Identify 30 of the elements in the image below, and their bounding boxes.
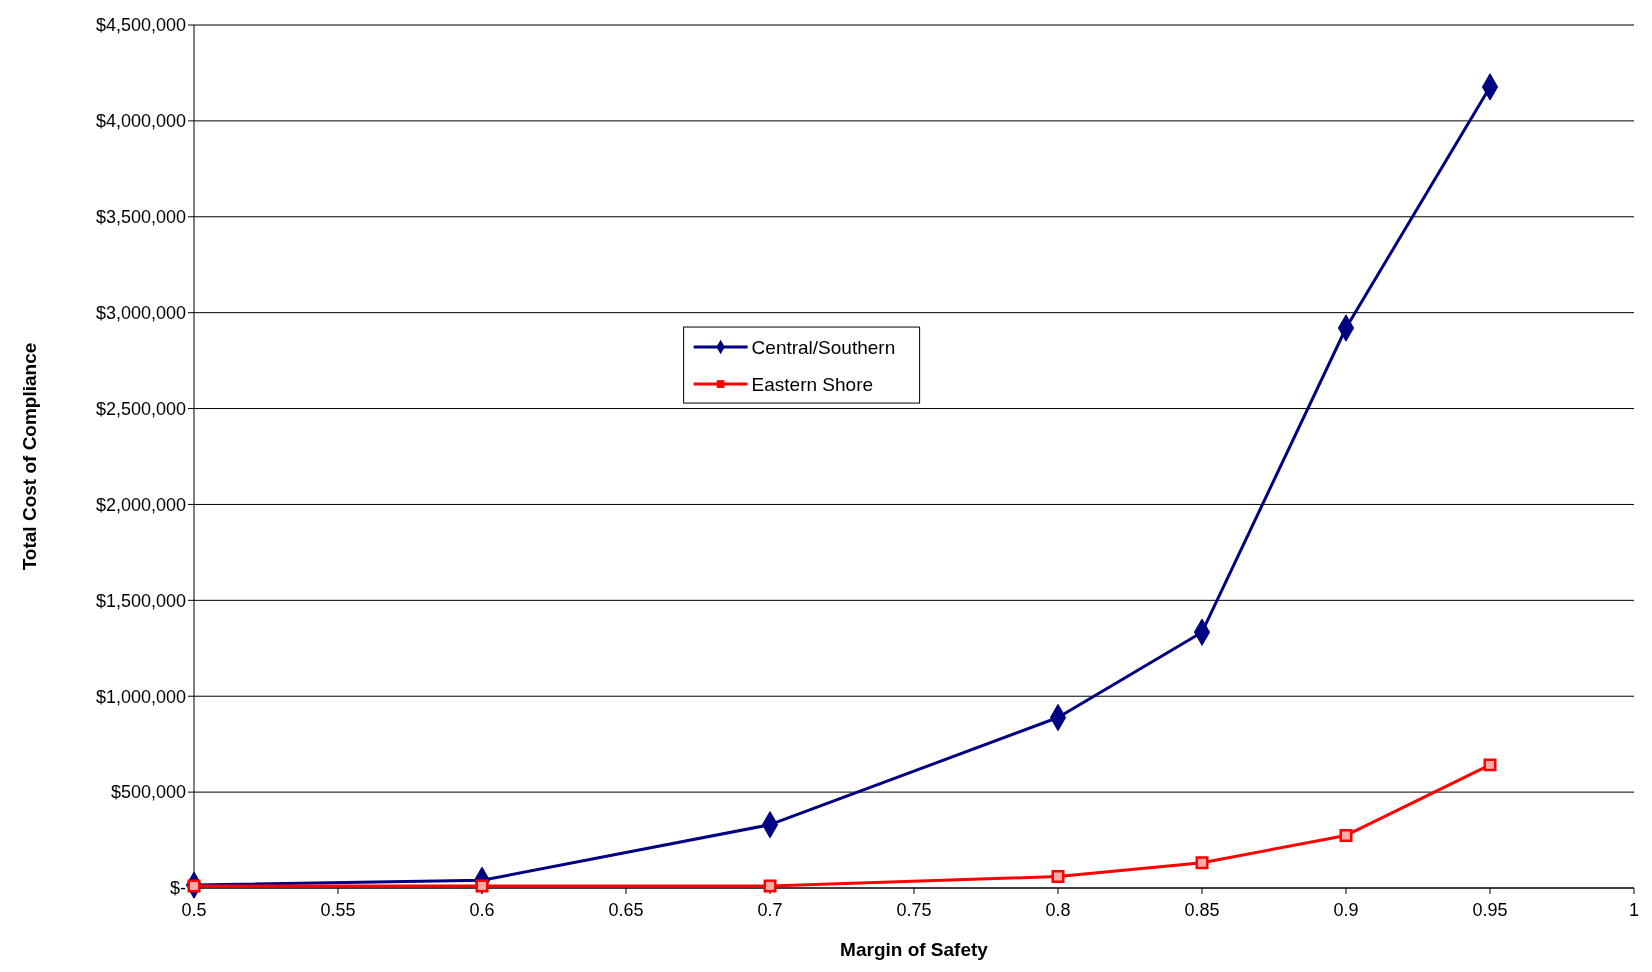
x-tick-label: 0.65 (608, 900, 644, 920)
x-tick-label: 0.7 (757, 900, 783, 920)
x-tick-label: 0.95 (1472, 900, 1508, 920)
legend-label: Eastern Shore (751, 373, 874, 395)
x-tick-label: 0.9 (1333, 900, 1359, 920)
y-tick-label: $4,500,000 (95, 15, 186, 36)
legend-label: Central/Southern (751, 336, 896, 358)
y-tick-label: $- (169, 878, 186, 899)
point (1339, 828, 1353, 842)
y-tick-label: $4,000,000 (95, 111, 186, 132)
y-tick-label: $3,000,000 (95, 302, 186, 323)
point (1051, 870, 1065, 883)
x-tick-label: 1 (1628, 900, 1640, 920)
x-axis-title: Margin of Safety (840, 939, 989, 960)
y-axis-title: Total Cost of Compliance (19, 342, 40, 571)
x-tick-label: 0.85 (1184, 900, 1220, 920)
x-tick-label: 0.5 (181, 900, 207, 920)
point (1483, 758, 1497, 772)
x-tick-label: 0.75 (896, 900, 932, 920)
y-tick-label: $2,000,000 (95, 494, 186, 515)
y-tick-label: $2,500,000 (95, 398, 186, 419)
point (1195, 856, 1209, 870)
y-tick-label: $1,500,000 (95, 590, 186, 611)
x-tick-label: 0.8 (1045, 900, 1071, 920)
y-tick-label: $500,000 (110, 782, 186, 803)
y-tick-label: $3,500,000 (95, 207, 186, 228)
point (763, 879, 777, 893)
x-tick-label: 0.55 (320, 900, 356, 920)
x-tick-label: 0.6 (469, 900, 495, 920)
y-tick-label: $1,000,000 (95, 686, 186, 707)
